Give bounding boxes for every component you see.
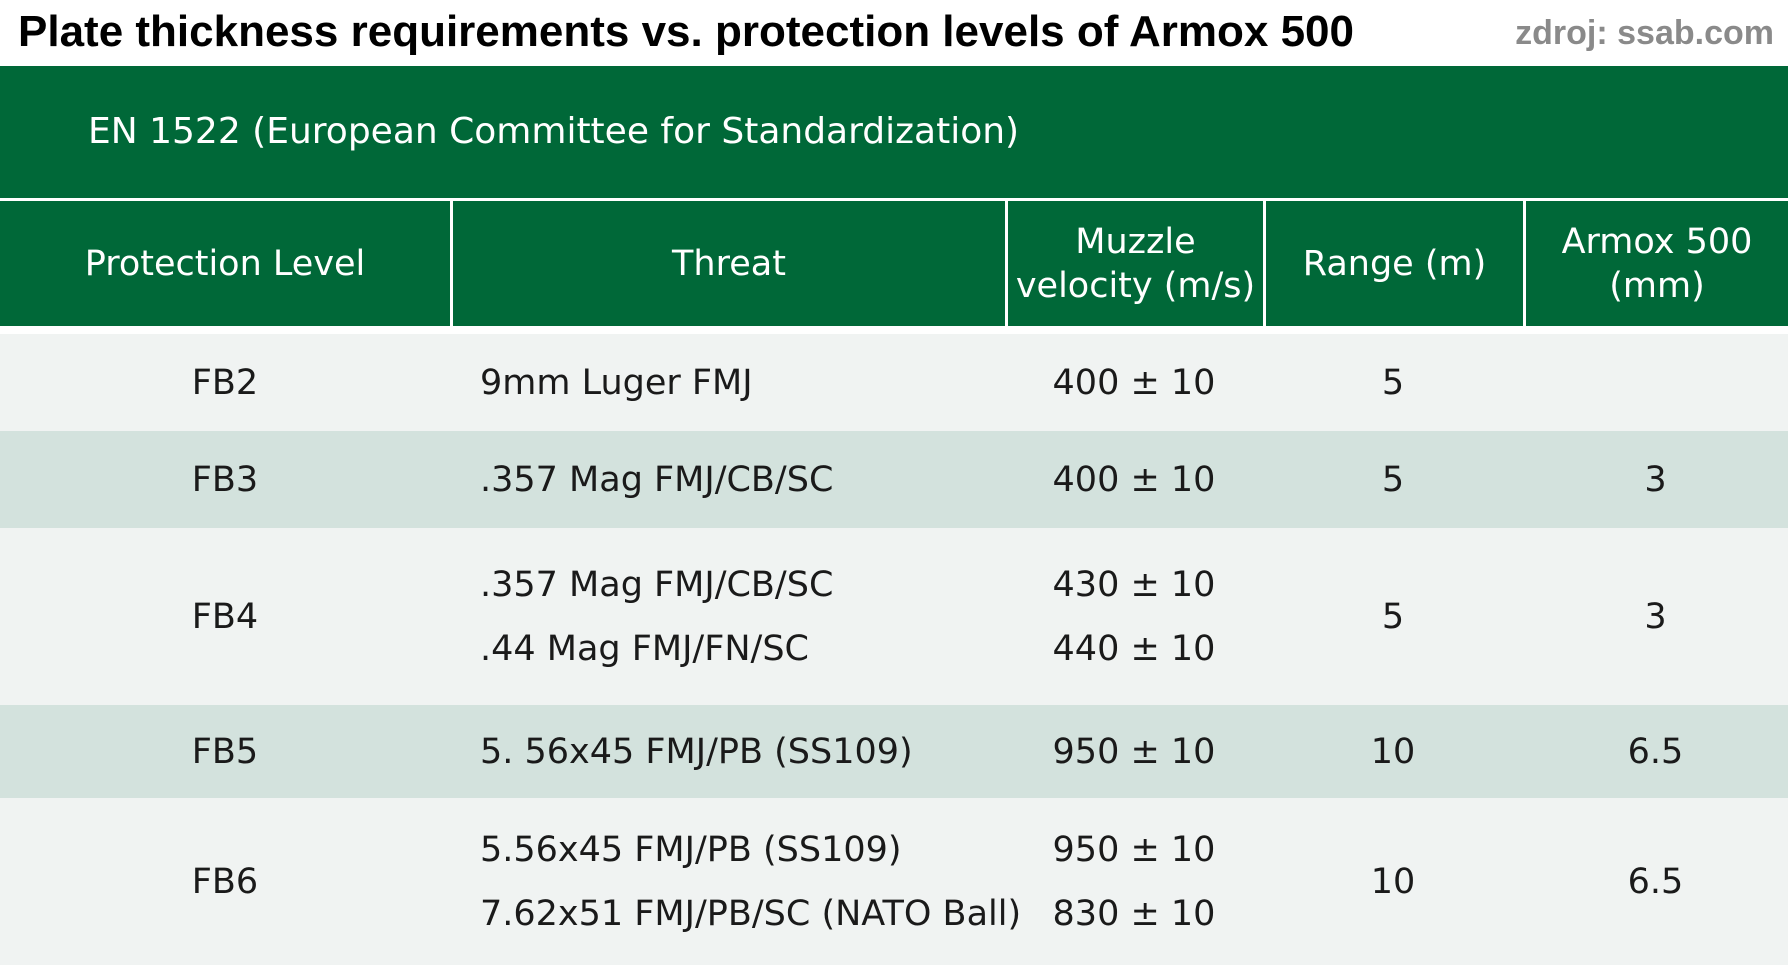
column-header-range: Range (m) bbox=[1263, 201, 1523, 326]
column-header-muzzle-velocity: Muzzle velocity (m/s) bbox=[1005, 201, 1263, 326]
muzzle-velocity: 830 ± 10 bbox=[1052, 893, 1216, 934]
threat: .357 Mag FMJ/CB/SC bbox=[480, 459, 834, 500]
table-header: Protection Level Threat Muzzle velocity … bbox=[0, 201, 1788, 326]
threat: 9mm Luger FMJ bbox=[480, 362, 753, 403]
threat: 5.56x45 FMJ/PB (SS109) bbox=[480, 829, 902, 870]
muzzle-velocity: 400 ± 10 bbox=[1052, 362, 1216, 403]
muzzle-velocity-cell: 950 ± 10 bbox=[1005, 705, 1263, 798]
column-header-label-line: Muzzle bbox=[1075, 221, 1196, 262]
protection-level: FB4 bbox=[191, 596, 259, 637]
standard-banner: EN 1522 (European Committee for Standard… bbox=[0, 66, 1788, 198]
source-note: zdroj: ssab.com bbox=[1515, 14, 1774, 52]
range-cell: 5 bbox=[1263, 528, 1523, 705]
threat: 7.62x51 FMJ/PB/SC (NATO Ball) bbox=[480, 893, 1022, 934]
protection-level: FB3 bbox=[191, 459, 259, 500]
protection-level-cell: FB2 bbox=[0, 334, 450, 431]
range: 10 bbox=[1370, 731, 1416, 772]
range: 5 bbox=[1381, 362, 1405, 403]
column-header-label: Range (m) bbox=[1302, 243, 1487, 284]
armox-cell: 3 bbox=[1523, 431, 1788, 528]
column-header-label: Protection Level bbox=[84, 243, 366, 284]
muzzle-velocity: 440 ± 10 bbox=[1052, 628, 1216, 669]
armox-thickness: 6.5 bbox=[1627, 861, 1684, 902]
column-header-label-line: Armox 500 bbox=[1561, 221, 1753, 262]
protection-level: FB6 bbox=[191, 861, 259, 902]
armox-cell: 3 bbox=[1523, 528, 1788, 705]
protection-level-cell: FB6 bbox=[0, 798, 450, 965]
table-row: FB6 5.56x45 FMJ/PB (SS109) 7.62x51 FMJ/P… bbox=[0, 798, 1788, 965]
threat-cell: 5. 56x45 FMJ/PB (SS109) bbox=[450, 705, 1005, 798]
armox-thickness: 3 bbox=[1644, 459, 1667, 500]
armox-thickness: 6.5 bbox=[1627, 731, 1684, 772]
muzzle-velocity-cell: 400 ± 10 bbox=[1005, 334, 1263, 431]
threat: .44 Mag FMJ/FN/SC bbox=[480, 628, 809, 669]
threat-cell: .357 Mag FMJ/CB/SC bbox=[450, 431, 1005, 528]
muzzle-velocity-cell: 430 ± 10 440 ± 10 bbox=[1005, 528, 1263, 705]
range-cell: 5 bbox=[1263, 431, 1523, 528]
range: 10 bbox=[1370, 861, 1416, 902]
muzzle-velocity: 430 ± 10 bbox=[1052, 564, 1216, 605]
protection-level-cell: FB4 bbox=[0, 528, 450, 705]
column-header-armox: Armox 500 (mm) bbox=[1523, 201, 1788, 326]
protection-level-cell: FB5 bbox=[0, 705, 450, 798]
armox-cell: 6.5 bbox=[1523, 798, 1788, 965]
title-bar: Plate thickness requirements vs. protect… bbox=[0, 0, 1788, 64]
range-cell: 10 bbox=[1263, 705, 1523, 798]
table-row: FB3 .357 Mag FMJ/CB/SC 400 ± 10 5 3 bbox=[0, 431, 1788, 528]
protection-level: FB2 bbox=[191, 362, 259, 403]
table-body: FB2 9mm Luger FMJ 400 ± 10 5 FB3 .357 Ma… bbox=[0, 334, 1788, 965]
range: 5 bbox=[1381, 596, 1405, 637]
protection-level-cell: FB3 bbox=[0, 431, 450, 528]
muzzle-velocity-cell: 400 ± 10 bbox=[1005, 431, 1263, 528]
range: 5 bbox=[1381, 459, 1405, 500]
range-cell: 10 bbox=[1263, 798, 1523, 965]
table-row: FB4 .357 Mag FMJ/CB/SC .44 Mag FMJ/FN/SC… bbox=[0, 528, 1788, 705]
threat-cell: 9mm Luger FMJ bbox=[450, 334, 1005, 431]
threat: 5. 56x45 FMJ/PB (SS109) bbox=[480, 731, 913, 772]
muzzle-velocity: 950 ± 10 bbox=[1052, 829, 1216, 870]
column-header-protection-level: Protection Level bbox=[0, 201, 450, 326]
armox-thickness: 3 bbox=[1644, 596, 1667, 637]
table-row: FB5 5. 56x45 FMJ/PB (SS109) 950 ± 10 10 … bbox=[0, 705, 1788, 798]
standard-title: EN 1522 (European Committee for Standard… bbox=[88, 111, 1020, 152]
column-header-label: Threat bbox=[672, 243, 786, 284]
column-header-threat: Threat bbox=[450, 201, 1005, 326]
column-header-label-line: (mm) bbox=[1609, 265, 1705, 306]
muzzle-velocity-cell: 950 ± 10 830 ± 10 bbox=[1005, 798, 1263, 965]
threat-cell: 5.56x45 FMJ/PB (SS109) 7.62x51 FMJ/PB/SC… bbox=[450, 798, 1021, 965]
range-cell: 5 bbox=[1263, 334, 1523, 431]
column-header-label-line: velocity (m/s) bbox=[1015, 265, 1256, 306]
table-row: FB2 9mm Luger FMJ 400 ± 10 5 bbox=[0, 334, 1788, 431]
armox-cell bbox=[1523, 334, 1788, 431]
protection-level: FB5 bbox=[191, 731, 259, 772]
muzzle-velocity: 400 ± 10 bbox=[1052, 459, 1216, 500]
page-title: Plate thickness requirements vs. protect… bbox=[18, 7, 1354, 56]
threat-cell: .357 Mag FMJ/CB/SC .44 Mag FMJ/FN/SC bbox=[450, 528, 1005, 705]
threat: .357 Mag FMJ/CB/SC bbox=[480, 564, 834, 605]
muzzle-velocity: 950 ± 10 bbox=[1052, 731, 1216, 772]
armox-cell: 6.5 bbox=[1523, 705, 1788, 798]
